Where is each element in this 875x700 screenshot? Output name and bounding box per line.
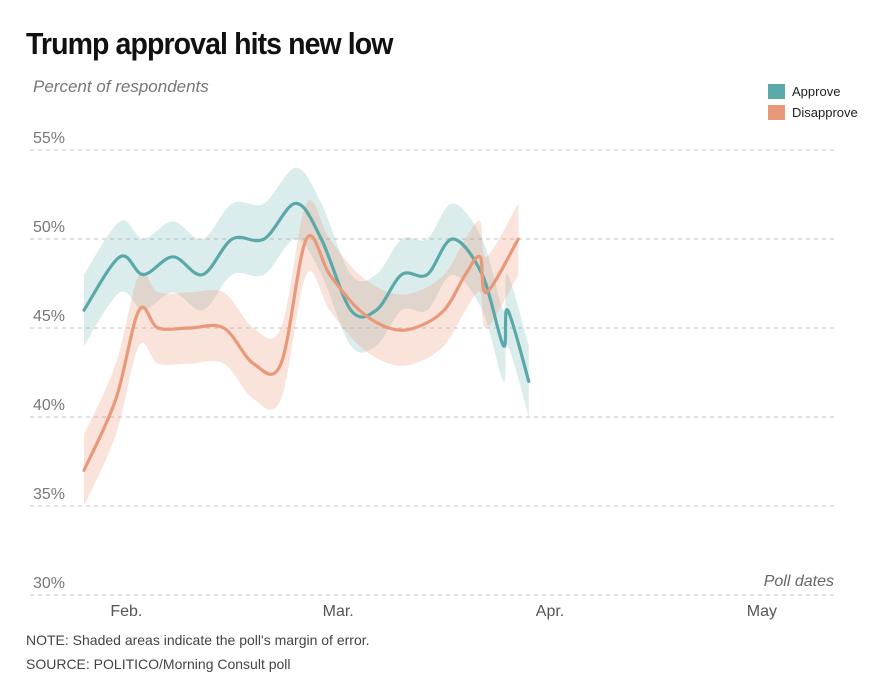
legend-label-approve: Approve bbox=[792, 84, 841, 99]
x-tick-label-0: Feb. bbox=[110, 603, 142, 620]
legend: Approve Disapprove bbox=[768, 81, 858, 123]
chart-title: Trump approval hits new low bbox=[26, 26, 393, 61]
legend-label-disapprove: Disapprove bbox=[792, 105, 858, 120]
legend-swatch-disapprove bbox=[768, 105, 785, 120]
legend-item-disapprove: Disapprove bbox=[768, 102, 858, 123]
y-tick-label-35: 35% bbox=[33, 486, 65, 503]
legend-item-approve: Approve bbox=[768, 81, 858, 102]
x-tick-label-2: Apr. bbox=[536, 603, 564, 620]
y-tick-label-40: 40% bbox=[33, 397, 65, 414]
margin-band-approve bbox=[84, 167, 529, 417]
legend-swatch-approve bbox=[768, 84, 785, 99]
y-tick-label-50: 50% bbox=[33, 219, 65, 236]
note-text: NOTE: Shaded areas indicate the poll's m… bbox=[26, 632, 370, 648]
y-tick-label-55: 55% bbox=[33, 130, 65, 147]
y-tick-label-45: 45% bbox=[33, 308, 65, 325]
source-text: SOURCE: POLITICO/Morning Consult poll bbox=[26, 656, 291, 672]
series-line-disapprove bbox=[82, 234, 520, 472]
x-axis-label: Poll dates bbox=[764, 573, 834, 590]
chart-subtitle: Percent of respondents bbox=[33, 77, 209, 96]
y-tick-label-30: 30% bbox=[33, 575, 65, 592]
x-tick-label-3: May bbox=[747, 603, 777, 620]
x-tick-label-1: Mar. bbox=[323, 603, 354, 620]
